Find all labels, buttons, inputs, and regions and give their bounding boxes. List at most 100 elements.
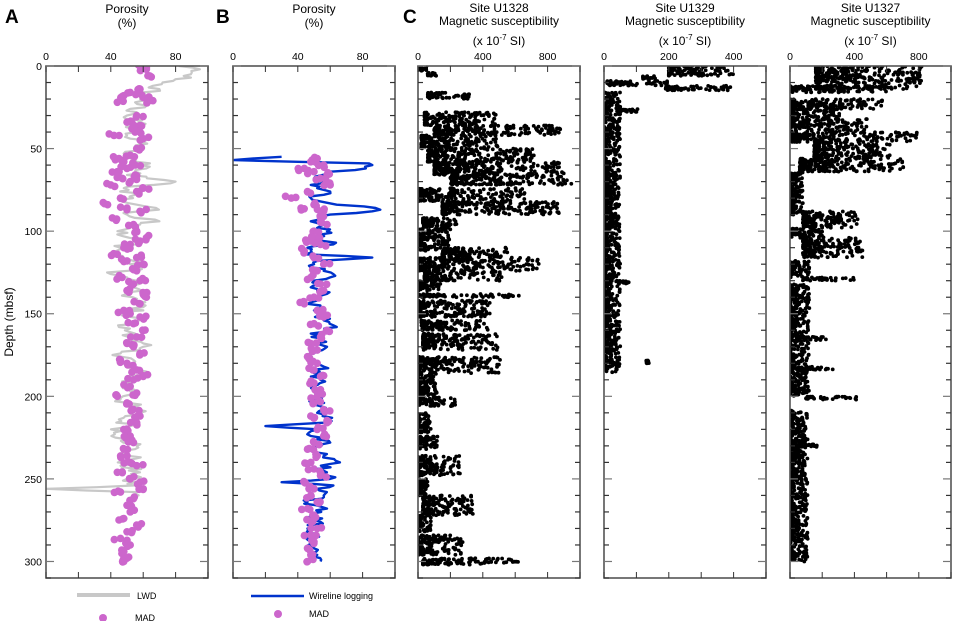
msus-point — [418, 529, 422, 534]
msus-point — [457, 512, 462, 517]
msus-point — [495, 355, 500, 360]
msus-point — [438, 510, 442, 515]
x-tick-label: 400 — [474, 51, 492, 63]
msus-point — [454, 542, 459, 547]
msus-point — [713, 71, 717, 76]
msus-point — [425, 442, 429, 447]
msus-point — [472, 345, 477, 350]
msus-point — [457, 169, 461, 174]
msus-point — [434, 95, 439, 100]
msus-point — [453, 356, 458, 360]
msus-point — [549, 173, 554, 178]
msus-point — [475, 277, 480, 282]
msus-point — [485, 147, 490, 152]
msus-point — [508, 194, 513, 199]
msus-point — [430, 115, 434, 120]
msus-point — [526, 267, 531, 272]
msus-point — [419, 233, 424, 238]
msus-point — [445, 560, 450, 565]
mad-point — [322, 432, 331, 441]
msus-point — [496, 255, 500, 259]
msus-point — [546, 131, 550, 136]
mad-point — [147, 96, 156, 105]
msus-point — [427, 224, 432, 229]
msus-point — [491, 165, 495, 170]
msus-point — [436, 558, 440, 562]
mad-point — [309, 357, 317, 366]
msus-point — [477, 309, 482, 314]
msus-point — [432, 497, 437, 501]
msus-point — [462, 300, 467, 305]
mad-point — [304, 544, 312, 553]
msus-point — [517, 205, 521, 209]
msus-point — [549, 161, 554, 166]
msus-point — [443, 166, 447, 171]
msus-point — [453, 311, 458, 315]
msus-point — [440, 400, 445, 405]
msus-point — [503, 293, 508, 298]
msus-point — [461, 356, 466, 360]
msus-point — [418, 302, 422, 306]
msus-point — [448, 252, 452, 256]
msus-point — [522, 160, 527, 164]
msus-point — [474, 212, 479, 217]
msus-point — [436, 218, 441, 223]
msus-point — [479, 356, 484, 360]
msus-point — [439, 472, 444, 477]
mad-point — [314, 294, 323, 302]
msus-point — [442, 534, 447, 539]
msus-point — [458, 193, 463, 198]
msus-point — [504, 173, 509, 178]
msus-point — [496, 370, 501, 375]
mad-point — [133, 421, 141, 429]
msus-point — [451, 303, 455, 307]
mad-point — [304, 465, 313, 474]
msus-point — [422, 494, 426, 499]
msus-point — [446, 166, 451, 170]
msus-point — [461, 197, 466, 201]
x-tick-label: 0 — [415, 51, 421, 63]
msus-point — [475, 124, 479, 129]
msus-point — [543, 210, 547, 214]
msus-point — [437, 536, 442, 541]
msus-point — [450, 327, 455, 331]
msus-point — [479, 259, 484, 264]
msus-point — [523, 201, 528, 206]
msus-point — [426, 326, 431, 331]
mad-point — [110, 182, 119, 191]
mad-point — [140, 477, 148, 486]
msus-point — [426, 259, 431, 264]
msus-point — [452, 459, 457, 463]
msus-point — [512, 174, 516, 179]
panel-title-line: Porosity — [105, 2, 148, 16]
msus-point — [432, 402, 437, 406]
plot-frame — [232, 65, 396, 579]
x-tick-label: 800 — [539, 51, 557, 63]
msus-point — [648, 76, 653, 80]
msus-point — [429, 235, 434, 240]
msus-point — [447, 95, 452, 100]
mad-point — [113, 275, 121, 283]
msus-point — [483, 335, 488, 340]
msus-point — [422, 189, 426, 193]
msus-point — [433, 247, 438, 252]
msus-point — [478, 189, 483, 194]
units-label: (x 10-7 SI) — [473, 33, 525, 48]
mad-point — [301, 236, 310, 244]
mad-point — [130, 297, 138, 306]
msus-point — [472, 165, 477, 170]
msus-point — [485, 157, 489, 162]
msus-point — [434, 269, 439, 274]
msus-point — [462, 160, 467, 164]
msus-point — [479, 126, 483, 131]
msus-point — [519, 211, 524, 216]
msus-point — [440, 513, 445, 517]
msus-point — [446, 347, 450, 352]
mad-point — [320, 259, 329, 268]
msus-point — [446, 163, 451, 168]
msus-point — [477, 255, 481, 259]
msus-point — [443, 124, 448, 129]
msus-point — [480, 163, 484, 168]
msus-point — [418, 357, 423, 362]
